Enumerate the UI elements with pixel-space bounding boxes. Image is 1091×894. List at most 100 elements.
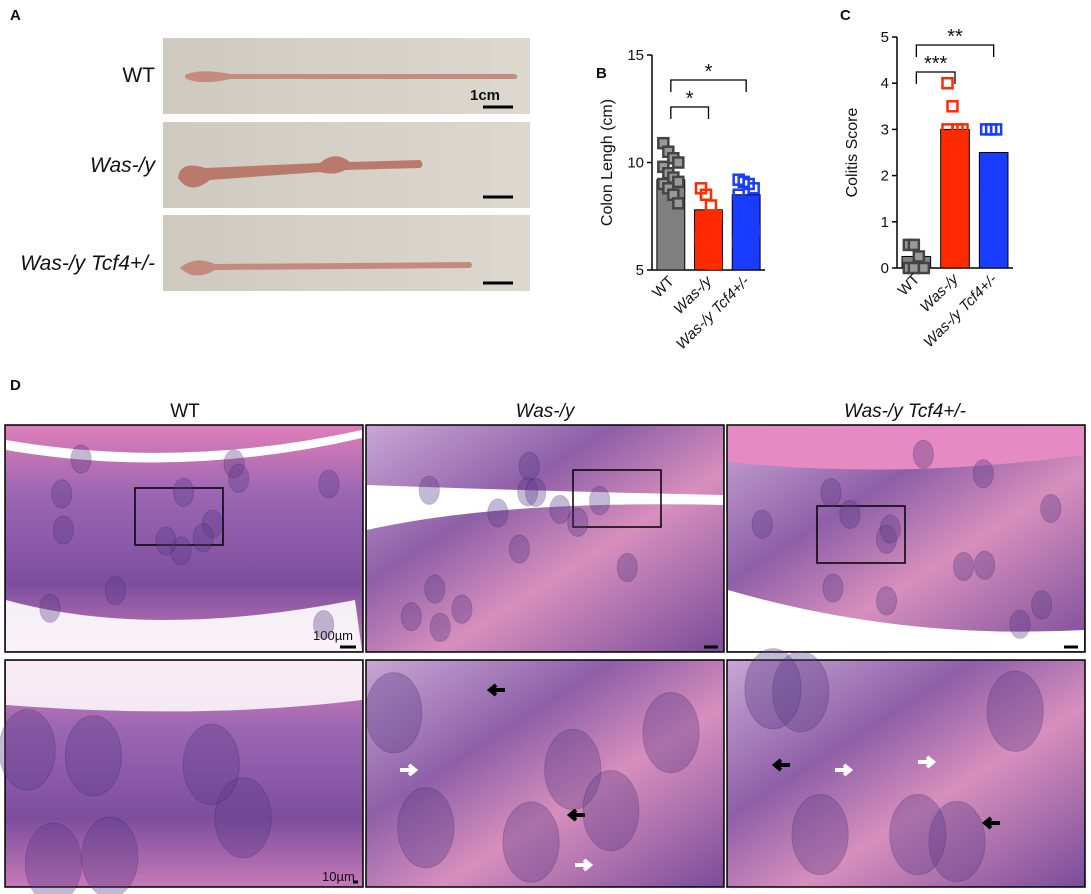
- crypt: [751, 509, 773, 539]
- y-tick-label: 5: [881, 29, 889, 46]
- crypt: [424, 574, 446, 604]
- panel-label: B: [596, 65, 607, 82]
- bar: [694, 209, 723, 271]
- background: [728, 590, 1084, 651]
- data-point: [732, 235, 745, 249]
- data-point: [946, 100, 959, 113]
- crypt: [839, 499, 861, 529]
- crypt: [525, 477, 547, 507]
- y-axis-label: Colitis Score: [844, 108, 861, 198]
- data-point: [956, 123, 969, 136]
- crypt: [104, 576, 126, 606]
- crypt: [518, 451, 540, 481]
- crypt: [429, 612, 451, 642]
- y-tick-label: 4: [881, 75, 889, 92]
- crypt: [822, 573, 844, 603]
- data-point: [672, 197, 685, 210]
- colon: [180, 260, 472, 276]
- micrograph: [365, 659, 725, 888]
- data-point: [941, 123, 954, 136]
- x-tick-label: WT: [649, 273, 678, 302]
- column-title: WT: [170, 401, 200, 422]
- data-point: [709, 257, 723, 270]
- crypt: [70, 444, 92, 474]
- crypt: [182, 723, 240, 805]
- significance-label: **: [947, 26, 963, 48]
- inset-box: [816, 505, 906, 564]
- crypt: [508, 534, 530, 564]
- crypt: [397, 787, 455, 869]
- crypt: [744, 648, 802, 730]
- crypt: [201, 509, 223, 539]
- crypt: [51, 479, 73, 509]
- row-label: WT: [122, 64, 155, 87]
- background: [6, 600, 362, 651]
- crypt: [517, 477, 539, 507]
- arrow: [771, 758, 790, 772]
- lumen: [367, 485, 723, 530]
- crypt: [418, 475, 440, 505]
- crypt: [155, 526, 177, 556]
- crypt: [544, 728, 602, 810]
- scale-label: 10µm: [322, 869, 355, 884]
- colon: [178, 156, 423, 188]
- crypt: [772, 651, 830, 733]
- data-point: [699, 242, 713, 255]
- data-point: [941, 76, 954, 90]
- crypt: [1009, 609, 1031, 639]
- data-point: [747, 225, 760, 238]
- lumen: [6, 661, 362, 712]
- crypt: [820, 478, 842, 508]
- significance-label: *: [705, 61, 713, 83]
- crypt: [875, 524, 897, 554]
- crypt: [0, 709, 56, 791]
- crypt: [214, 777, 272, 859]
- panel-label: C: [840, 7, 851, 24]
- row-label: Was-/y: [90, 154, 156, 177]
- muscle: [728, 426, 1084, 470]
- data-point: [907, 261, 921, 275]
- crypt: [487, 498, 509, 528]
- significance-bracket: [915, 71, 956, 84]
- arrow: [918, 755, 937, 769]
- crypt: [912, 439, 934, 469]
- crypt: [889, 794, 947, 876]
- panel-label: A: [10, 7, 21, 24]
- crypt: [928, 801, 986, 883]
- y-tick-label: 2: [881, 168, 889, 185]
- crypt: [173, 477, 195, 507]
- crypt: [582, 770, 640, 852]
- crypt: [451, 594, 473, 624]
- crypt: [39, 593, 61, 623]
- crypt: [589, 486, 611, 516]
- inset-box: [572, 469, 662, 528]
- crypt: [24, 822, 82, 894]
- y-tick-label: 0: [881, 260, 889, 277]
- micrograph: [726, 659, 1086, 888]
- histology-images: [4, 424, 1086, 888]
- scale-label: 100µm: [313, 628, 353, 643]
- crypt: [1031, 590, 1053, 620]
- crypt: [986, 670, 1044, 752]
- data-point: [704, 199, 718, 212]
- data-point: [672, 175, 685, 189]
- crypt: [52, 515, 74, 545]
- crypt: [64, 715, 122, 797]
- crypt: [318, 469, 340, 499]
- y-tick-label: 1: [881, 214, 889, 231]
- significance-label: ***: [924, 53, 948, 75]
- data-point: [989, 123, 1003, 136]
- arrow: [566, 808, 585, 822]
- colon: [185, 71, 518, 83]
- crypt: [974, 550, 996, 580]
- crypt: [228, 463, 250, 493]
- column-title: Was-/y Tcf4+/-: [844, 401, 966, 422]
- data-point: [907, 238, 921, 252]
- crypt: [502, 801, 560, 883]
- crypt: [567, 507, 589, 537]
- data-point: [994, 215, 1008, 229]
- arrow: [981, 816, 1000, 830]
- photo: [163, 215, 530, 291]
- scale-label: 1cm: [470, 87, 500, 104]
